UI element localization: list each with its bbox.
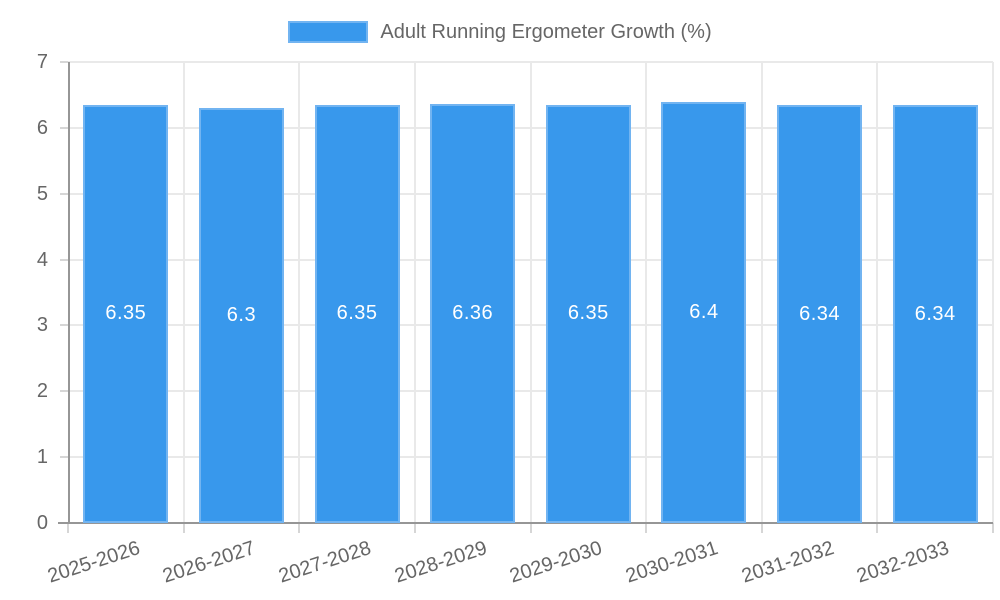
y-axis-label: 0 <box>36 512 48 534</box>
bar[interactable]: 6.34 <box>777 105 863 523</box>
y-axis-tick <box>60 126 68 129</box>
y-axis-label: 6 <box>36 116 48 139</box>
bar[interactable]: 6.35 <box>314 104 400 523</box>
y-axis-label: 1 <box>36 446 48 469</box>
x-axis-tick <box>67 523 69 533</box>
x-axis-tick <box>992 523 994 533</box>
bar-value-label: 6.35 <box>336 302 378 325</box>
x-axis-tick <box>529 523 532 533</box>
bar[interactable]: 6.3 <box>198 108 284 523</box>
x-axis-label: 2027-2028 <box>276 537 374 588</box>
x-axis-label: 2032-2033 <box>854 537 952 588</box>
v-gridline <box>876 62 879 523</box>
y-axis-tick <box>60 258 68 261</box>
y-axis-tick <box>60 61 68 63</box>
x-axis-tick <box>298 523 301 533</box>
legend-label: Adult Running Ergometer Growth (%) <box>380 21 712 43</box>
x-axis-label: 2026-2027 <box>160 537 259 588</box>
x-axis-tick <box>182 523 185 533</box>
y-axis-tick <box>60 324 68 327</box>
x-axis-line <box>58 522 993 524</box>
y-axis-label: 4 <box>36 248 48 271</box>
x-axis-tick <box>413 523 416 533</box>
y-axis-line <box>68 62 70 523</box>
plot-area: 0 1 2 3 4 5 6 7 6.35 2025-2026 6.3 2026-2027 6.35 202… <box>37 51 994 587</box>
chart-legend: Adult Running Ergometer Growth (%) <box>0 20 1000 44</box>
x-axis-tick <box>760 523 763 533</box>
y-axis-tick <box>60 192 68 195</box>
y-axis-label: 3 <box>36 314 48 337</box>
x-axis-label: 2029-2030 <box>507 537 606 588</box>
bar-value-label: 6.35 <box>567 302 609 325</box>
x-axis-tick <box>645 523 648 533</box>
bar[interactable]: 6.36 <box>430 104 516 523</box>
bar-value-label: 6.35 <box>105 302 147 325</box>
bar-value-label: 6.4 <box>689 300 719 323</box>
y-axis-label: 2 <box>36 380 48 403</box>
bar[interactable]: 6.4 <box>661 101 747 523</box>
v-gridline <box>298 62 301 523</box>
x-axis-label: 2030-2031 <box>622 537 721 588</box>
bar-value-label: 6.34 <box>799 302 841 325</box>
v-gridline <box>645 62 648 523</box>
bar[interactable]: 6.35 <box>545 104 631 523</box>
y-axis-tick <box>60 390 68 393</box>
bar[interactable]: 6.35 <box>83 104 169 523</box>
v-gridline <box>529 62 532 523</box>
v-gridline <box>182 62 185 523</box>
x-axis-label: 2028-2029 <box>391 537 490 588</box>
x-axis-tick <box>876 523 879 533</box>
x-axis-label: 2025-2026 <box>44 537 143 588</box>
v-gridline <box>413 62 416 523</box>
bar-value-label: 6.34 <box>914 302 956 325</box>
v-gridline <box>760 62 763 523</box>
bar-value-label: 6.3 <box>226 304 257 327</box>
bar-value-label: 6.36 <box>452 302 494 325</box>
v-gridline <box>992 62 994 523</box>
legend-swatch <box>288 21 369 43</box>
legend-item[interactable]: Adult Running Ergometer Growth (%) <box>288 20 712 44</box>
bar[interactable]: 6.34 <box>892 105 978 523</box>
y-axis-tick <box>60 456 68 459</box>
y-axis-label: 5 <box>36 182 48 205</box>
y-axis-label: 7 <box>36 51 48 73</box>
x-axis-label: 2031-2032 <box>738 537 837 588</box>
